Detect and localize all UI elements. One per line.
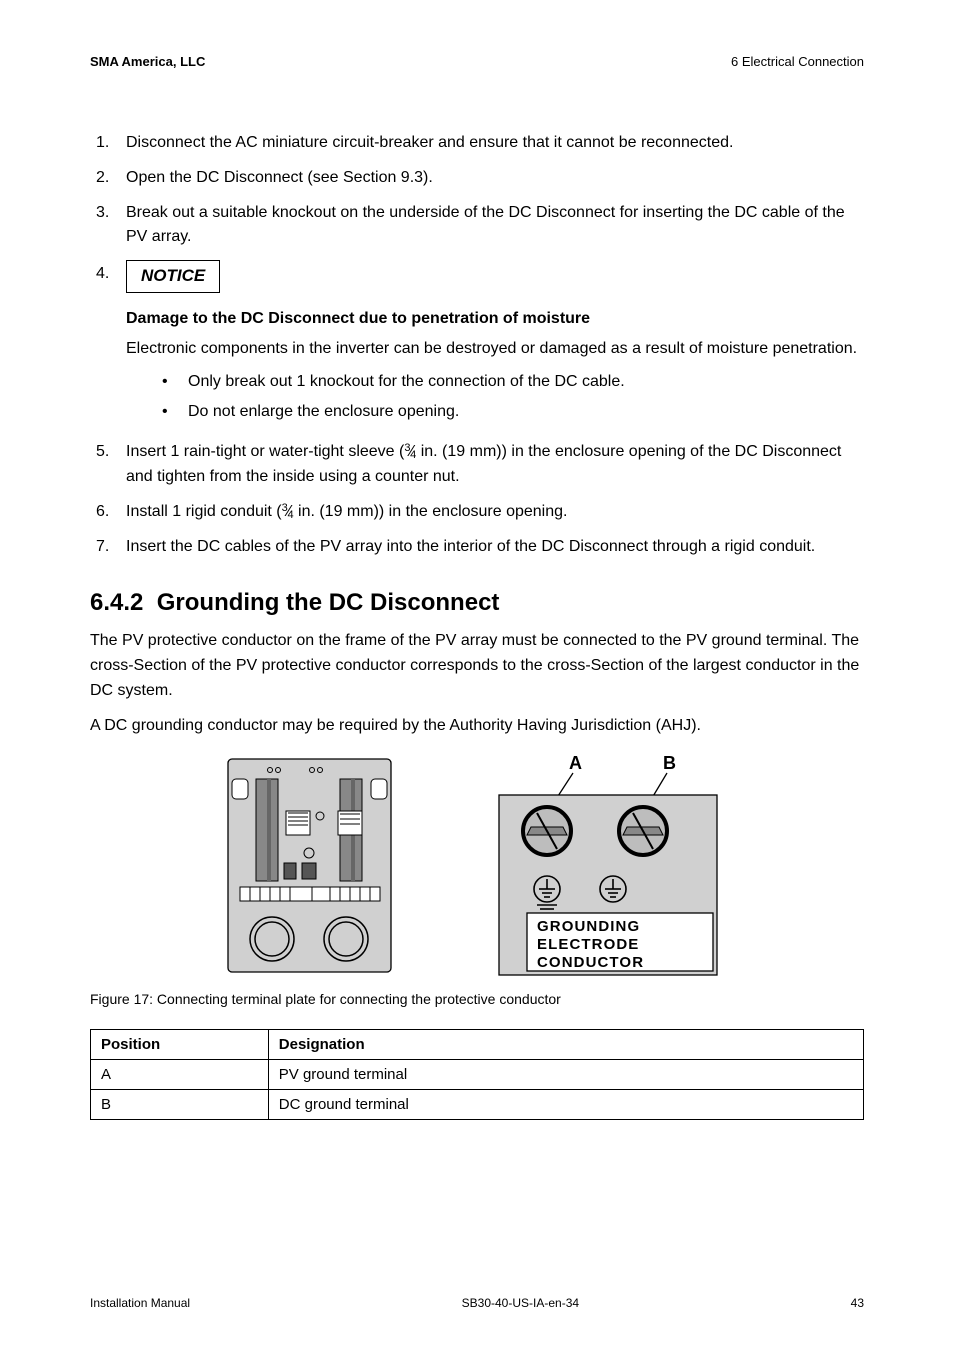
- body-paragraph: The PV protective conductor on the frame…: [90, 629, 864, 703]
- step-1: 1. Disconnect the AC miniature circuit-b…: [90, 131, 864, 156]
- step-number: 1.: [90, 131, 126, 156]
- panel-line-1: GROUNDING: [537, 918, 640, 935]
- bullet-text: Do not enlarge the enclosure opening.: [188, 400, 459, 424]
- header-section: 6 Electrical Connection: [731, 54, 864, 69]
- position-table: Position Designation A PV ground termina…: [90, 1029, 864, 1120]
- table-row: B DC ground terminal: [91, 1089, 864, 1119]
- step-7: 7. Insert the DC cables of the PV array …: [90, 535, 864, 560]
- section-number: 6.4.2: [90, 589, 143, 616]
- step-3: 3. Break out a suitable knockout on the …: [90, 201, 864, 251]
- step-number: 4.: [90, 260, 126, 430]
- callout-a-label: A: [569, 753, 582, 773]
- notice-bullets: •Only break out 1 knockout for the conne…: [126, 370, 864, 424]
- page-header: SMA America, LLC 6 Electrical Connection: [90, 54, 864, 69]
- cell-designation: PV ground terminal: [268, 1059, 863, 1089]
- col-position: Position: [91, 1029, 269, 1059]
- step-4-notice: 4. NOTICE Damage to the DC Disconnect du…: [90, 260, 864, 430]
- section-title: Grounding the DC Disconnect: [157, 589, 500, 616]
- step-text: Insert the DC cables of the PV array int…: [126, 535, 864, 560]
- step-text: Disconnect the AC miniature circuit-brea…: [126, 131, 864, 156]
- cell-position: A: [91, 1059, 269, 1089]
- cell-designation: DC ground terminal: [268, 1089, 863, 1119]
- step-5: 5. Insert 1 rain-tight or water-tight sl…: [90, 440, 864, 490]
- section-heading: 6.4.2 Grounding the DC Disconnect: [90, 589, 864, 617]
- step-number: 2.: [90, 166, 126, 191]
- figure-caption: Figure 17: Connecting terminal plate for…: [90, 991, 864, 1007]
- step-text: Open the DC Disconnect (see Section 9.3)…: [126, 166, 864, 191]
- panel-line-3: CONDUCTOR: [537, 954, 644, 971]
- panel-line-2: ELECTRODE: [537, 936, 639, 953]
- figure-17: A B: [90, 753, 864, 983]
- notice-body: Electronic components in the inverter ca…: [126, 337, 864, 362]
- footer-mid: SB30-40-US-IA-en-34: [462, 1296, 579, 1310]
- step-number: 5.: [90, 440, 126, 490]
- footer-page: 43: [851, 1296, 864, 1310]
- step-text: Insert 1 rain-tight or water-tight sleev…: [126, 440, 864, 490]
- notice-badge: NOTICE: [126, 260, 220, 292]
- bullet-text: Only break out 1 knockout for the connec…: [188, 370, 625, 394]
- step-text: Break out a suitable knockout on the und…: [126, 201, 864, 251]
- step-text: Install 1 rigid conduit (3⁄4 in. (19 mm)…: [126, 500, 864, 525]
- table-row: A PV ground terminal: [91, 1059, 864, 1089]
- header-company: SMA America, LLC: [90, 54, 205, 69]
- body-paragraph: A DC grounding conductor may be required…: [90, 714, 864, 739]
- notice-title: Damage to the DC Disconnect due to penet…: [126, 307, 864, 332]
- table-header-row: Position Designation: [91, 1029, 864, 1059]
- page-footer: Installation Manual SB30-40-US-IA-en-34 …: [90, 1296, 864, 1310]
- col-designation: Designation: [268, 1029, 863, 1059]
- diagram-enclosure: [222, 753, 397, 978]
- step-number: 3.: [90, 201, 126, 251]
- step-number: 7.: [90, 535, 126, 560]
- diagram-grounding: A B: [487, 753, 732, 983]
- cell-position: B: [91, 1089, 269, 1119]
- step-number: 6.: [90, 500, 126, 525]
- step-6: 6. Install 1 rigid conduit (3⁄4 in. (19 …: [90, 500, 864, 525]
- callout-b-label: B: [663, 753, 676, 773]
- step-2: 2. Open the DC Disconnect (see Section 9…: [90, 166, 864, 191]
- footer-left: Installation Manual: [90, 1296, 190, 1310]
- bullet-item: •Only break out 1 knockout for the conne…: [162, 370, 864, 394]
- bullet-item: •Do not enlarge the enclosure opening.: [162, 400, 864, 424]
- step-list-1: 1. Disconnect the AC miniature circuit-b…: [90, 131, 864, 559]
